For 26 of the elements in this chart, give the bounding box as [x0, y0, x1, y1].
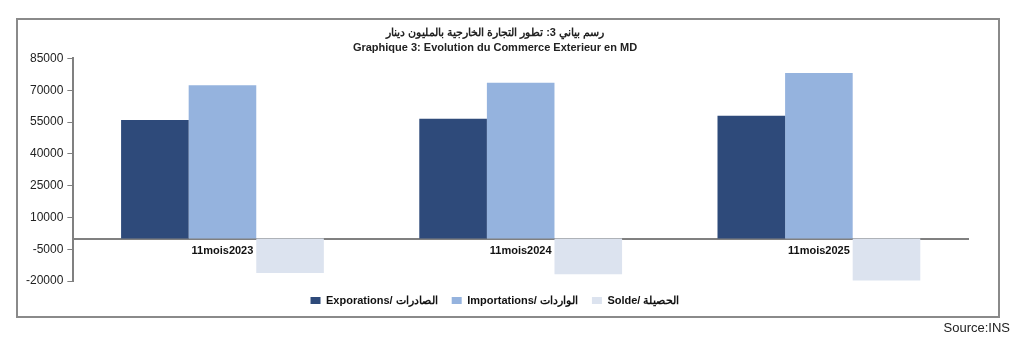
bar [419, 118, 487, 239]
x-tick-label: 11mois2023 [191, 244, 254, 257]
y-tick-label: -5000 [32, 241, 64, 256]
y-tick-label: -20000 [25, 273, 64, 288]
y-tick-label: 10000 [29, 209, 64, 224]
y-tick-label: 55000 [29, 114, 64, 129]
chart-title: رسم بياني 3: تطور التجارة الخارجية بالمليون دينار [384, 25, 605, 40]
bar [785, 73, 853, 239]
bar [852, 238, 921, 281]
bar [717, 115, 786, 239]
source-note: Source:INS [943, 320, 1010, 335]
bar [121, 120, 189, 239]
chart-subtitle: Graphique 3: Evolution du Commerce Exterieur en MD [352, 40, 638, 53]
y-tick-label: 85000 [29, 50, 64, 65]
x-tick-label: 11mois2024 [489, 244, 553, 257]
y-tick-label: 40000 [29, 146, 64, 161]
bar [188, 85, 257, 239]
y-tick-label: 70000 [29, 82, 64, 97]
bar [486, 82, 555, 239]
bar [554, 238, 623, 275]
y-tick-label: 25000 [29, 177, 64, 192]
legend-label: Solde/ الحصيلة [607, 293, 680, 307]
legend-label: Exporations/ الصادرات [326, 293, 438, 307]
x-tick-label: 11mois2025 [788, 244, 850, 257]
legend-label: Importations/ الواردات [467, 293, 578, 307]
bar [256, 238, 324, 273]
